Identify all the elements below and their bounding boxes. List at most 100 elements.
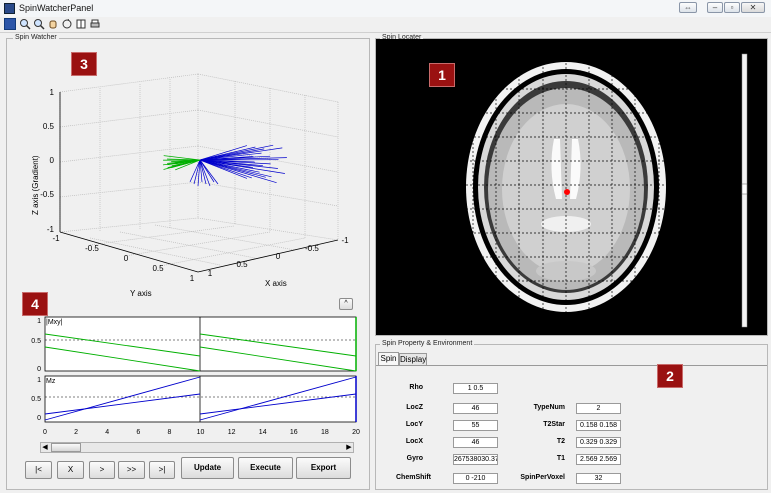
slider-right-arrow-icon[interactable]: ▶ bbox=[346, 444, 352, 451]
spin-vector bbox=[199, 159, 272, 178]
prop-label-rho: Rho bbox=[409, 384, 423, 391]
spin-vector bbox=[175, 159, 201, 171]
signal-xtick: 12 bbox=[228, 429, 236, 436]
y-tick: -0.5 bbox=[85, 244, 99, 253]
collapse-button[interactable]: ^ bbox=[339, 298, 353, 310]
spin-locater-title: Spin Locater bbox=[380, 34, 424, 41]
z-axis-label: Z axis (Gradient) bbox=[31, 155, 40, 215]
plot3d-axes bbox=[59, 92, 339, 273]
y-tick: 0.5 bbox=[152, 264, 164, 273]
locz-field[interactable]: 46 bbox=[453, 403, 498, 414]
mz-ytick: 0 bbox=[37, 415, 41, 422]
spin-vector bbox=[199, 159, 203, 183]
time-slider[interactable]: ◀ ▶ bbox=[40, 442, 354, 453]
tab-spin[interactable]: Spin bbox=[378, 352, 399, 365]
slider-thumb[interactable] bbox=[51, 443, 81, 452]
z-tick: 0.5 bbox=[43, 122, 55, 131]
toolbar bbox=[0, 17, 771, 33]
prop-label-locz: LocZ bbox=[406, 404, 423, 411]
spin-location-marker[interactable] bbox=[564, 189, 570, 195]
signal-xtick: 16 bbox=[290, 429, 298, 436]
locy-field[interactable]: 55 bbox=[453, 420, 498, 431]
spin-vector bbox=[199, 159, 278, 169]
signal-xticks: 0 2 4 6 8 10 12 14 16 18 20 bbox=[43, 429, 360, 436]
x-tick: 0.5 bbox=[236, 260, 248, 269]
stop-button[interactable]: X bbox=[57, 461, 84, 479]
spin-vector bbox=[199, 159, 252, 179]
x-tick: -0.5 bbox=[305, 244, 319, 253]
mxy-plot-area bbox=[44, 316, 357, 372]
t1-field[interactable]: 2.569 2.569 bbox=[576, 454, 621, 465]
spin-property-panel bbox=[375, 344, 768, 490]
chemshift-field[interactable]: 0 -210 bbox=[453, 473, 498, 484]
prop-label-typenum: TypeNum bbox=[533, 404, 565, 411]
locx-field[interactable]: 46 bbox=[453, 437, 498, 448]
signal-plots: |Mxy| 1 0.5 0 Mz 1 0.5 0 0 2 4 6 8 10 12 14 16 18… bbox=[31, 316, 360, 436]
t2star-field[interactable]: 0.158 0.158 bbox=[576, 420, 621, 431]
signal-xtick: 2 bbox=[74, 429, 78, 436]
mz-ytick: 1 bbox=[37, 377, 41, 384]
spin-vector bbox=[199, 159, 253, 168]
prop-label-gyro: Gyro bbox=[406, 455, 423, 462]
brain-image[interactable] bbox=[376, 39, 767, 335]
prop-label-chemshift: ChemShift bbox=[396, 474, 431, 481]
prop-label-locx: LocX bbox=[405, 438, 423, 445]
x-tick: 1 bbox=[208, 269, 213, 278]
first-step-button[interactable]: |< bbox=[25, 461, 52, 479]
prop-label-t2: T2 bbox=[556, 438, 565, 445]
spin-vector bbox=[163, 155, 201, 161]
rotate-3d-icon[interactable] bbox=[61, 18, 73, 30]
image-scrollbar-thumb[interactable] bbox=[741, 183, 748, 195]
fast-forward-button[interactable]: >> bbox=[118, 461, 145, 479]
pan-hand-icon[interactable] bbox=[47, 18, 59, 30]
print-icon[interactable] bbox=[89, 18, 101, 30]
signal-xtick: 6 bbox=[136, 429, 140, 436]
minimize-button[interactable]: – bbox=[707, 2, 723, 13]
spin-property-title: Spin Property & Environment bbox=[380, 340, 475, 347]
export-button[interactable]: Export bbox=[296, 457, 351, 479]
z-tick: 0 bbox=[50, 156, 55, 165]
spin-tab-content bbox=[376, 365, 767, 490]
next-step-button[interactable]: > bbox=[89, 461, 115, 479]
prop-label-t1: T1 bbox=[556, 455, 565, 462]
spin-vector bbox=[199, 159, 277, 184]
typenum-field[interactable]: 2 bbox=[576, 403, 621, 414]
spin-vector bbox=[167, 159, 201, 166]
mz-plot-area bbox=[44, 375, 357, 423]
mz-label: Mz bbox=[46, 378, 56, 385]
badge-4: 4 bbox=[22, 292, 48, 316]
tab-display[interactable]: Display bbox=[399, 353, 427, 366]
spin-vector bbox=[199, 145, 248, 161]
brain-grid bbox=[466, 59, 666, 314]
update-button[interactable]: Update bbox=[181, 457, 234, 479]
t2-field[interactable]: 0.329 0.329 bbox=[576, 437, 621, 448]
spin-3d-plot[interactable]: 1 0.5 0 -0.5 -1 -1 -0.5 0 0.5 1 -1 -0.5 … bbox=[20, 60, 365, 305]
badge-3: 3 bbox=[71, 52, 97, 76]
restore-layout-button[interactable]: ⇔ bbox=[679, 2, 697, 13]
spinpervoxel-field[interactable]: 32 bbox=[576, 473, 621, 484]
app-icon bbox=[4, 3, 15, 14]
last-step-button[interactable]: >| bbox=[149, 461, 175, 479]
spin-vector bbox=[193, 159, 201, 185]
badge-2: 2 bbox=[657, 364, 683, 388]
prop-label-t2star: T2Star bbox=[543, 421, 565, 428]
spin-watcher-title: Spin Watcher bbox=[13, 34, 59, 41]
prop-label-spinpervoxel: SpinPerVoxel bbox=[520, 474, 565, 481]
signal-xtick: 20 bbox=[352, 429, 360, 436]
spin-vectors bbox=[162, 144, 287, 187]
mxy-ytick: 0 bbox=[37, 366, 41, 373]
maximize-button[interactable]: ▫ bbox=[724, 2, 740, 13]
y-tick: 1 bbox=[190, 274, 195, 283]
gyro-field[interactable]: 267538030.370 bbox=[453, 454, 498, 465]
spin-vector bbox=[199, 152, 262, 161]
y-tick: -1 bbox=[52, 234, 60, 243]
slider-left-arrow-icon[interactable]: ◀ bbox=[42, 444, 48, 451]
zoom-in-icon[interactable] bbox=[19, 18, 31, 30]
execute-button[interactable]: Execute bbox=[238, 457, 293, 479]
rho-field[interactable]: 1 0.5 bbox=[453, 383, 498, 394]
zoom-out-icon[interactable] bbox=[33, 18, 45, 30]
close-button[interactable]: ✕ bbox=[741, 2, 765, 13]
spin-vector bbox=[199, 157, 287, 161]
save-icon[interactable] bbox=[4, 18, 16, 30]
data-cursor-icon[interactable] bbox=[75, 18, 87, 30]
